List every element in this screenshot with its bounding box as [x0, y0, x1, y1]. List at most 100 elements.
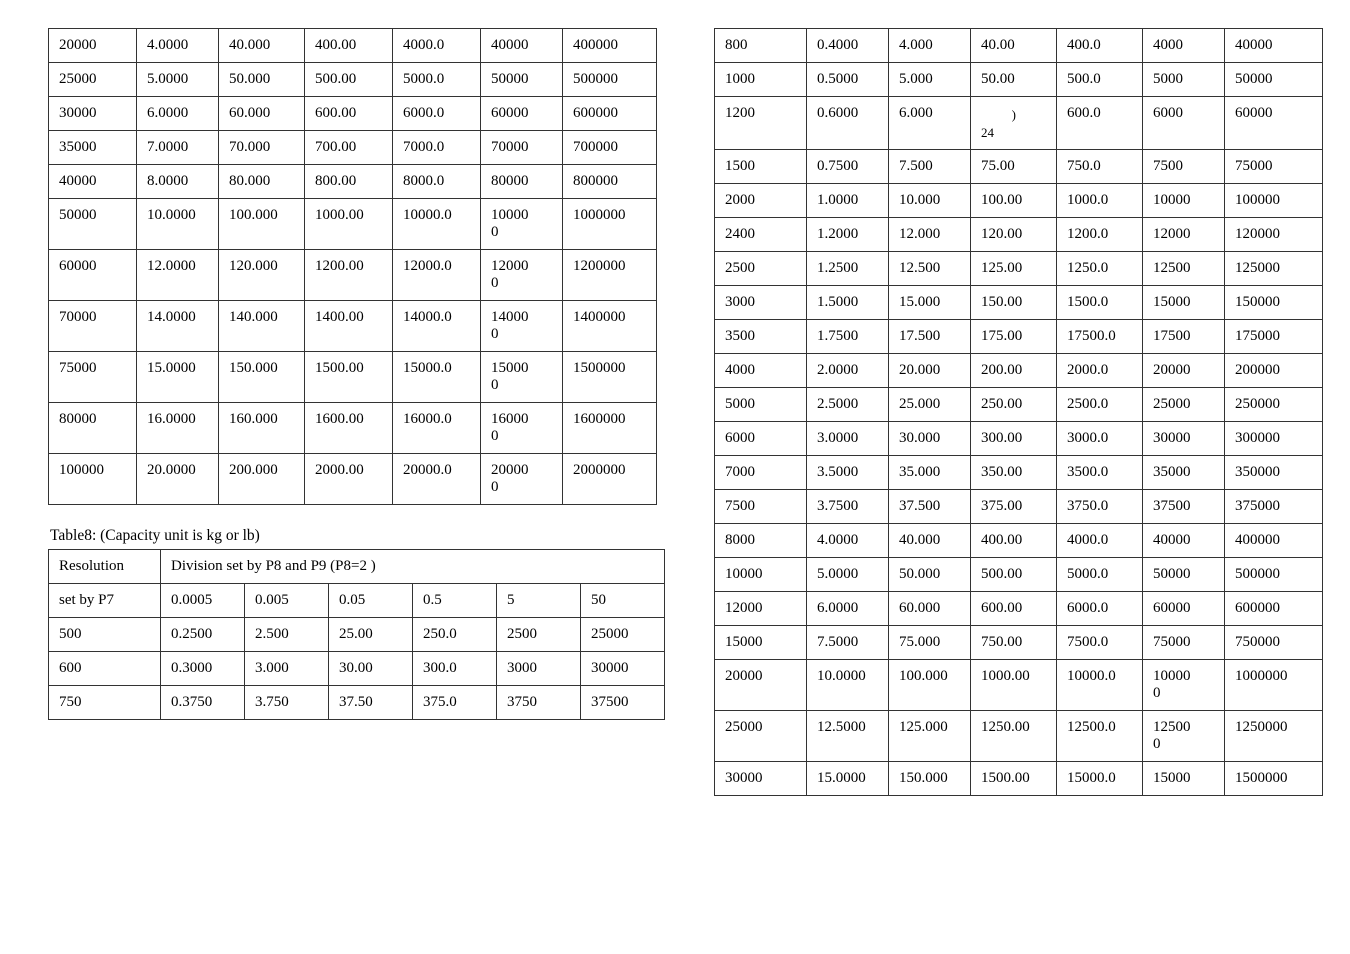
- cell: 2000000: [563, 454, 657, 505]
- cell: 4.0000: [807, 524, 889, 558]
- cell: 100000: [1143, 660, 1225, 711]
- cell: 60000: [1225, 97, 1323, 150]
- cell: 150.000: [889, 762, 971, 796]
- cell: 75000: [49, 352, 137, 403]
- cell: 4000: [715, 354, 807, 388]
- cell: 1600.00: [305, 403, 393, 454]
- cell: 20000: [715, 660, 807, 711]
- cell: 120.00: [971, 218, 1057, 252]
- cell: 600.0: [1057, 97, 1143, 150]
- cell: 2000.0: [1057, 354, 1143, 388]
- footnote-main: ): [981, 107, 1046, 123]
- table-row: 7500.37503.75037.50375.0375037500: [49, 686, 665, 720]
- cell: 140.000: [219, 301, 305, 352]
- page-columns: 200004.000040.000400.004000.040000400000…: [48, 28, 1302, 796]
- cell: 0.2500: [161, 618, 245, 652]
- cell: 800000: [563, 165, 657, 199]
- cell: 2.500: [245, 618, 329, 652]
- cell: 75000: [1225, 150, 1323, 184]
- cell: 1500000: [1225, 762, 1323, 796]
- cell: 375.0: [413, 686, 497, 720]
- cell: 30000: [1143, 422, 1225, 456]
- table-row: 8000.40004.00040.00400.0400040000: [715, 29, 1323, 63]
- cell: 3750.0: [1057, 490, 1143, 524]
- cell: 300.00: [971, 422, 1057, 456]
- cell: 5000.0: [393, 63, 481, 97]
- table-row: 40002.000020.000200.002000.020000200000: [715, 354, 1323, 388]
- cell: 40000: [481, 29, 563, 63]
- table-row: 80004.000040.000400.004000.040000400000: [715, 524, 1323, 558]
- cell: 7.500: [889, 150, 971, 184]
- table-row: 50002.500025.000250.002500.025000250000: [715, 388, 1323, 422]
- cell: 140000: [481, 301, 563, 352]
- cell: 1500: [715, 150, 807, 184]
- table-8-continued: 8000.40004.00040.00400.040004000010000.5…: [714, 28, 1323, 796]
- table-row: 70003.500035.000350.003500.035000350000: [715, 456, 1323, 490]
- cell: 3.000: [245, 652, 329, 686]
- cell: 17500.0: [1057, 320, 1143, 354]
- cell: 400.0: [1057, 29, 1143, 63]
- cell: 3500.0: [1057, 456, 1143, 490]
- cell: 175000: [1225, 320, 1323, 354]
- cell: 1600000: [563, 403, 657, 454]
- cell: 6.0000: [137, 97, 219, 131]
- cell: 12000: [715, 592, 807, 626]
- cell: 10000: [1143, 184, 1225, 218]
- cell: 3750: [497, 686, 581, 720]
- cell: 125.000: [889, 711, 971, 762]
- table-row: 200004.000040.000400.004000.040000400000: [49, 29, 657, 63]
- cell: 12000.0: [393, 250, 481, 301]
- cell: 100000: [1225, 184, 1323, 218]
- cell: 1.5000: [807, 286, 889, 320]
- cell: 17500: [1143, 320, 1225, 354]
- cell: 600000: [563, 97, 657, 131]
- table-row: set by P70.00050.0050.050.5550: [49, 584, 665, 618]
- cell: 0.4000: [807, 29, 889, 63]
- cell: 30000: [49, 97, 137, 131]
- cell: 15000.0: [393, 352, 481, 403]
- cell: 600: [49, 652, 161, 686]
- cell: 6000.0: [393, 97, 481, 131]
- table-row: 6000.30003.00030.00300.0300030000: [49, 652, 665, 686]
- cell: 40.000: [889, 524, 971, 558]
- cell: 7000.0: [393, 131, 481, 165]
- footnote-sub: 24: [981, 125, 1046, 141]
- cell: 120000: [481, 250, 563, 301]
- cell: 120.000: [219, 250, 305, 301]
- cell: 200000: [1225, 354, 1323, 388]
- cell: 1250000: [1225, 711, 1323, 762]
- cell: 60000: [481, 97, 563, 131]
- table-row: 2500012.5000125.0001250.0012500.01250001…: [715, 711, 1323, 762]
- cell: 100.00: [971, 184, 1057, 218]
- cell: 37500: [1143, 490, 1225, 524]
- cell: 15.0000: [137, 352, 219, 403]
- cell: 60.000: [889, 592, 971, 626]
- cell: 2400: [715, 218, 807, 252]
- cell: 100000: [481, 199, 563, 250]
- table-row: 75003.750037.500375.003750.037500375000: [715, 490, 1323, 524]
- cell: 1000000: [563, 199, 657, 250]
- cell: 100.000: [219, 199, 305, 250]
- cell: 6000.0: [1057, 592, 1143, 626]
- table-row: 7500015.0000150.0001500.0015000.01500001…: [49, 352, 657, 403]
- cell: 6000: [715, 422, 807, 456]
- cell: 500.00: [971, 558, 1057, 592]
- table-row: 6000012.0000120.0001200.0012000.01200001…: [49, 250, 657, 301]
- table-row: 30001.500015.000150.001500.015000150000: [715, 286, 1323, 320]
- table-row: 5000010.0000100.0001000.0010000.01000001…: [49, 199, 657, 250]
- cell: 160000: [481, 403, 563, 454]
- cell: 15.0000: [807, 762, 889, 796]
- cell: 5000: [1143, 63, 1225, 97]
- cell: 10000.0: [1057, 660, 1143, 711]
- cell: 20000: [1143, 354, 1225, 388]
- cell: 750: [49, 686, 161, 720]
- cell: 4.0000: [137, 29, 219, 63]
- header-resolution-sub: set by P7: [49, 584, 161, 618]
- cell: 300.0: [413, 652, 497, 686]
- table-row: 8000016.0000160.0001600.0016000.01600001…: [49, 403, 657, 454]
- cell: 75000: [1143, 626, 1225, 660]
- cell: 8.0000: [137, 165, 219, 199]
- table-row: 10000.50005.00050.00500.0500050000: [715, 63, 1323, 97]
- cell: 12.5000: [807, 711, 889, 762]
- table-row: 100005.000050.000500.005000.050000500000: [715, 558, 1323, 592]
